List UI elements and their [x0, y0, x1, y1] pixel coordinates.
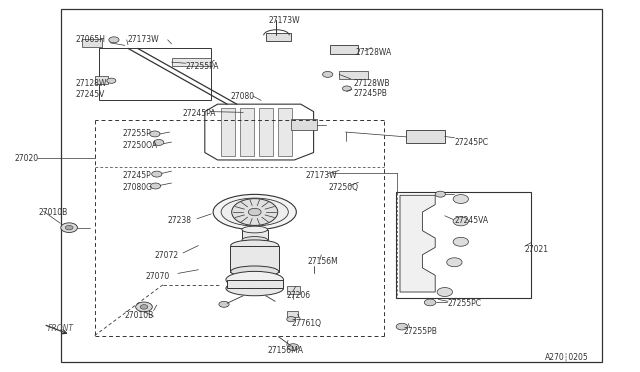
- Circle shape: [287, 317, 296, 322]
- Polygon shape: [400, 195, 435, 292]
- Text: 27020: 27020: [14, 154, 38, 163]
- Text: 27245PB: 27245PB: [354, 89, 388, 98]
- Text: 27173W: 27173W: [128, 35, 159, 44]
- Circle shape: [453, 195, 468, 203]
- Polygon shape: [82, 39, 102, 46]
- Circle shape: [65, 225, 73, 230]
- Circle shape: [437, 288, 452, 296]
- Text: 27010B: 27010B: [125, 311, 154, 320]
- Text: 27245PA: 27245PA: [182, 109, 216, 118]
- Circle shape: [107, 78, 116, 83]
- Ellipse shape: [213, 194, 296, 230]
- Circle shape: [453, 237, 468, 246]
- Text: 27080: 27080: [230, 92, 255, 101]
- Circle shape: [150, 131, 160, 137]
- Polygon shape: [287, 311, 298, 317]
- Ellipse shape: [226, 272, 284, 288]
- Ellipse shape: [226, 281, 284, 296]
- Polygon shape: [221, 108, 235, 156]
- Circle shape: [342, 86, 351, 91]
- Polygon shape: [227, 280, 283, 288]
- Text: 27250OA: 27250OA: [123, 141, 158, 150]
- Polygon shape: [330, 45, 358, 54]
- Text: 27080G: 27080G: [123, 183, 153, 192]
- Text: 27255P: 27255P: [123, 129, 152, 138]
- Circle shape: [109, 37, 119, 43]
- Text: 27128WB: 27128WB: [354, 79, 390, 88]
- Circle shape: [287, 344, 299, 350]
- Circle shape: [61, 223, 77, 232]
- Ellipse shape: [221, 198, 289, 226]
- Text: A270┆0205: A270┆0205: [545, 353, 589, 362]
- Text: 27173W: 27173W: [269, 16, 300, 25]
- Polygon shape: [240, 108, 254, 156]
- Text: FRONT: FRONT: [48, 324, 74, 333]
- Circle shape: [140, 305, 148, 309]
- Polygon shape: [172, 58, 211, 66]
- Polygon shape: [278, 108, 292, 156]
- Polygon shape: [266, 33, 291, 41]
- Text: 27010B: 27010B: [38, 208, 68, 217]
- Text: 27255PA: 27255PA: [186, 62, 219, 71]
- Circle shape: [248, 208, 261, 216]
- Ellipse shape: [231, 240, 279, 251]
- Circle shape: [232, 199, 278, 225]
- Circle shape: [219, 301, 229, 307]
- Polygon shape: [259, 108, 273, 156]
- Text: 27173W: 27173W: [306, 171, 337, 180]
- Ellipse shape: [242, 237, 268, 243]
- Text: 27128WA: 27128WA: [355, 48, 392, 57]
- Polygon shape: [291, 119, 317, 130]
- Polygon shape: [230, 246, 279, 272]
- Circle shape: [396, 323, 408, 330]
- Text: 27238: 27238: [167, 216, 191, 225]
- Circle shape: [150, 183, 161, 189]
- Text: 27245V: 27245V: [76, 90, 105, 99]
- Text: 27156MA: 27156MA: [268, 346, 303, 355]
- Text: 27206: 27206: [287, 291, 311, 300]
- Text: 27072: 27072: [154, 251, 179, 260]
- Circle shape: [435, 191, 445, 197]
- Text: 27245PC: 27245PC: [454, 138, 488, 147]
- Text: 27245VA: 27245VA: [454, 216, 488, 225]
- Text: 27128W: 27128W: [76, 79, 107, 88]
- Text: 27255PB: 27255PB: [403, 327, 437, 336]
- Text: 27070: 27070: [146, 272, 170, 280]
- Ellipse shape: [242, 226, 268, 233]
- Text: 27021: 27021: [525, 245, 548, 254]
- Circle shape: [424, 299, 436, 306]
- Circle shape: [447, 258, 462, 267]
- Text: 27250Q: 27250Q: [328, 183, 358, 192]
- Circle shape: [136, 302, 152, 312]
- Circle shape: [152, 171, 162, 177]
- Circle shape: [154, 140, 164, 145]
- Polygon shape: [406, 130, 445, 143]
- Polygon shape: [287, 286, 300, 294]
- Text: 27245P: 27245P: [123, 171, 152, 180]
- Text: 27761Q: 27761Q: [291, 319, 321, 328]
- Polygon shape: [242, 230, 268, 240]
- Polygon shape: [339, 71, 368, 79]
- Text: 27255PC: 27255PC: [448, 299, 482, 308]
- Text: 27156M: 27156M: [307, 257, 338, 266]
- Polygon shape: [95, 76, 108, 84]
- Circle shape: [323, 71, 333, 77]
- Text: 27065H: 27065H: [76, 35, 106, 44]
- Circle shape: [453, 217, 468, 226]
- Ellipse shape: [231, 266, 279, 277]
